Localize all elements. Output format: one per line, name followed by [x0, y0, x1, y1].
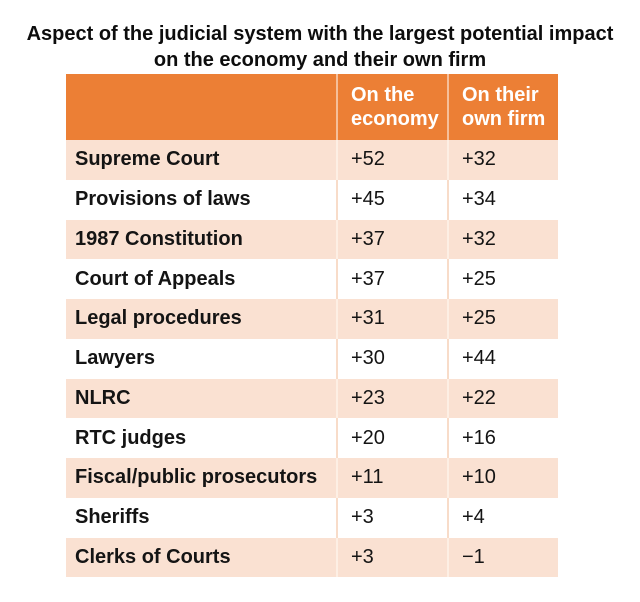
economy-value: +20	[351, 426, 385, 449]
own-firm-value: +4	[462, 506, 485, 529]
economy-value: +23	[351, 386, 385, 409]
row-label: Court of Appeals	[75, 267, 236, 290]
table-row: 1987 Constitution +37 +32	[66, 219, 558, 260]
row-label: Clerks of Courts	[75, 545, 231, 568]
economy-value-cell: +37	[336, 219, 447, 260]
economy-value-cell: +20	[336, 418, 447, 458]
row-label: Fiscal/public prosecutors	[75, 466, 318, 489]
own-firm-value-cell: +4	[447, 497, 558, 538]
economy-value-cell: +3	[336, 537, 447, 578]
economy-value: +30	[351, 347, 385, 370]
row-label: RTC judges	[75, 426, 187, 449]
economy-value: +52	[351, 148, 385, 171]
header-own-firm-cell: On their own firm	[447, 74, 558, 140]
economy-value: +3	[351, 506, 374, 529]
economy-value: +45	[351, 188, 385, 211]
own-firm-value: +10	[462, 466, 496, 489]
own-firm-value: +22	[462, 386, 496, 409]
own-firm-value: +32	[462, 148, 496, 171]
row-label-cell: Sheriffs	[66, 498, 336, 538]
table-row: Legal procedures +31 +25	[66, 299, 558, 339]
row-label-cell: Court of Appeals	[66, 259, 336, 299]
row-label-cell: NLRC	[66, 379, 336, 419]
table-row: Court of Appeals +37 +25	[66, 259, 558, 299]
own-firm-value-cell: +22	[447, 378, 558, 419]
chart-title-line2: on the economy and their own firm	[153, 49, 487, 72]
table-header-row: On the economy On their own firm	[66, 74, 558, 140]
own-firm-value-cell: +10	[447, 458, 558, 498]
own-firm-value-cell: +44	[447, 338, 558, 379]
economy-value-cell: +23	[336, 378, 447, 419]
row-label: Supreme Court	[75, 148, 220, 171]
row-label-cell: Lawyers	[66, 339, 336, 379]
table-row: Supreme Court +52 +32	[66, 140, 558, 180]
table-row: Fiscal/public prosecutors +11 +10	[66, 458, 558, 498]
row-label: Legal procedures	[75, 307, 242, 330]
row-label: Sheriffs	[75, 506, 150, 529]
own-firm-value-cell: +25	[447, 299, 558, 339]
row-label-cell: Supreme Court	[66, 140, 336, 180]
own-firm-value: +25	[462, 307, 496, 330]
own-firm-value-cell: +32	[447, 219, 558, 260]
row-label: NLRC	[75, 386, 131, 409]
own-firm-value-cell: −1	[447, 537, 558, 578]
economy-value-cell: +3	[336, 497, 447, 538]
economy-value: +31	[351, 307, 385, 330]
economy-value-cell: +45	[336, 179, 447, 220]
own-firm-value-cell: +32	[447, 140, 558, 180]
row-label-cell: Clerks of Courts	[66, 538, 336, 578]
own-firm-value: +34	[462, 188, 496, 211]
table-body: Supreme Court +52 +32 Provisions of laws +45…	[66, 140, 558, 578]
chart-title-line1: Aspect of the judicial system with the l…	[26, 23, 614, 45]
own-firm-value: −1	[462, 545, 485, 568]
row-label: Provisions of laws	[75, 188, 251, 211]
header-empty-cell	[66, 74, 336, 140]
row-label: 1987 Constitution	[75, 227, 243, 250]
row-label: Lawyers	[75, 347, 156, 370]
header-economy-cell: On the economy	[336, 74, 447, 140]
economy-value-cell: +11	[336, 458, 447, 498]
table-row: Sheriffs +3 +4	[66, 497, 558, 538]
economy-value-cell: +31	[336, 299, 447, 339]
row-label-cell: 1987 Constitution	[66, 220, 336, 260]
data-table: On the economy On their own firm Supreme…	[66, 74, 558, 578]
own-firm-value: +32	[462, 227, 496, 250]
table-row: Lawyers +30 +44	[66, 338, 558, 379]
own-firm-value-cell: +16	[447, 418, 558, 458]
own-firm-value-cell: +34	[447, 179, 558, 220]
chart-title: Aspect of the judicial system with the l…	[0, 21, 640, 74]
table-row: RTC judges +20 +16	[66, 418, 558, 458]
economy-value-cell: +30	[336, 338, 447, 379]
table-row: NLRC +23 +22	[66, 378, 558, 419]
row-label-cell: Fiscal/public prosecutors	[66, 458, 336, 498]
economy-value: +11	[351, 466, 384, 489]
economy-value: +37	[351, 227, 385, 250]
economy-value-cell: +37	[336, 259, 447, 299]
header-own-firm-label: On their own firm	[462, 83, 546, 130]
own-firm-value: +16	[462, 426, 496, 449]
own-firm-value: +44	[462, 347, 496, 370]
own-firm-value-cell: +25	[447, 259, 558, 299]
table-row: Provisions of laws +45 +34	[66, 179, 558, 220]
economy-value: +37	[351, 267, 385, 290]
own-firm-value: +25	[462, 267, 496, 290]
economy-value-cell: +52	[336, 140, 447, 180]
header-economy-label: On the economy	[351, 83, 439, 130]
row-label-cell: Provisions of laws	[66, 180, 336, 220]
row-label-cell: Legal procedures	[66, 299, 336, 339]
economy-value: +3	[351, 545, 374, 568]
row-label-cell: RTC judges	[66, 418, 336, 458]
table-row: Clerks of Courts +3 −1	[66, 537, 558, 578]
